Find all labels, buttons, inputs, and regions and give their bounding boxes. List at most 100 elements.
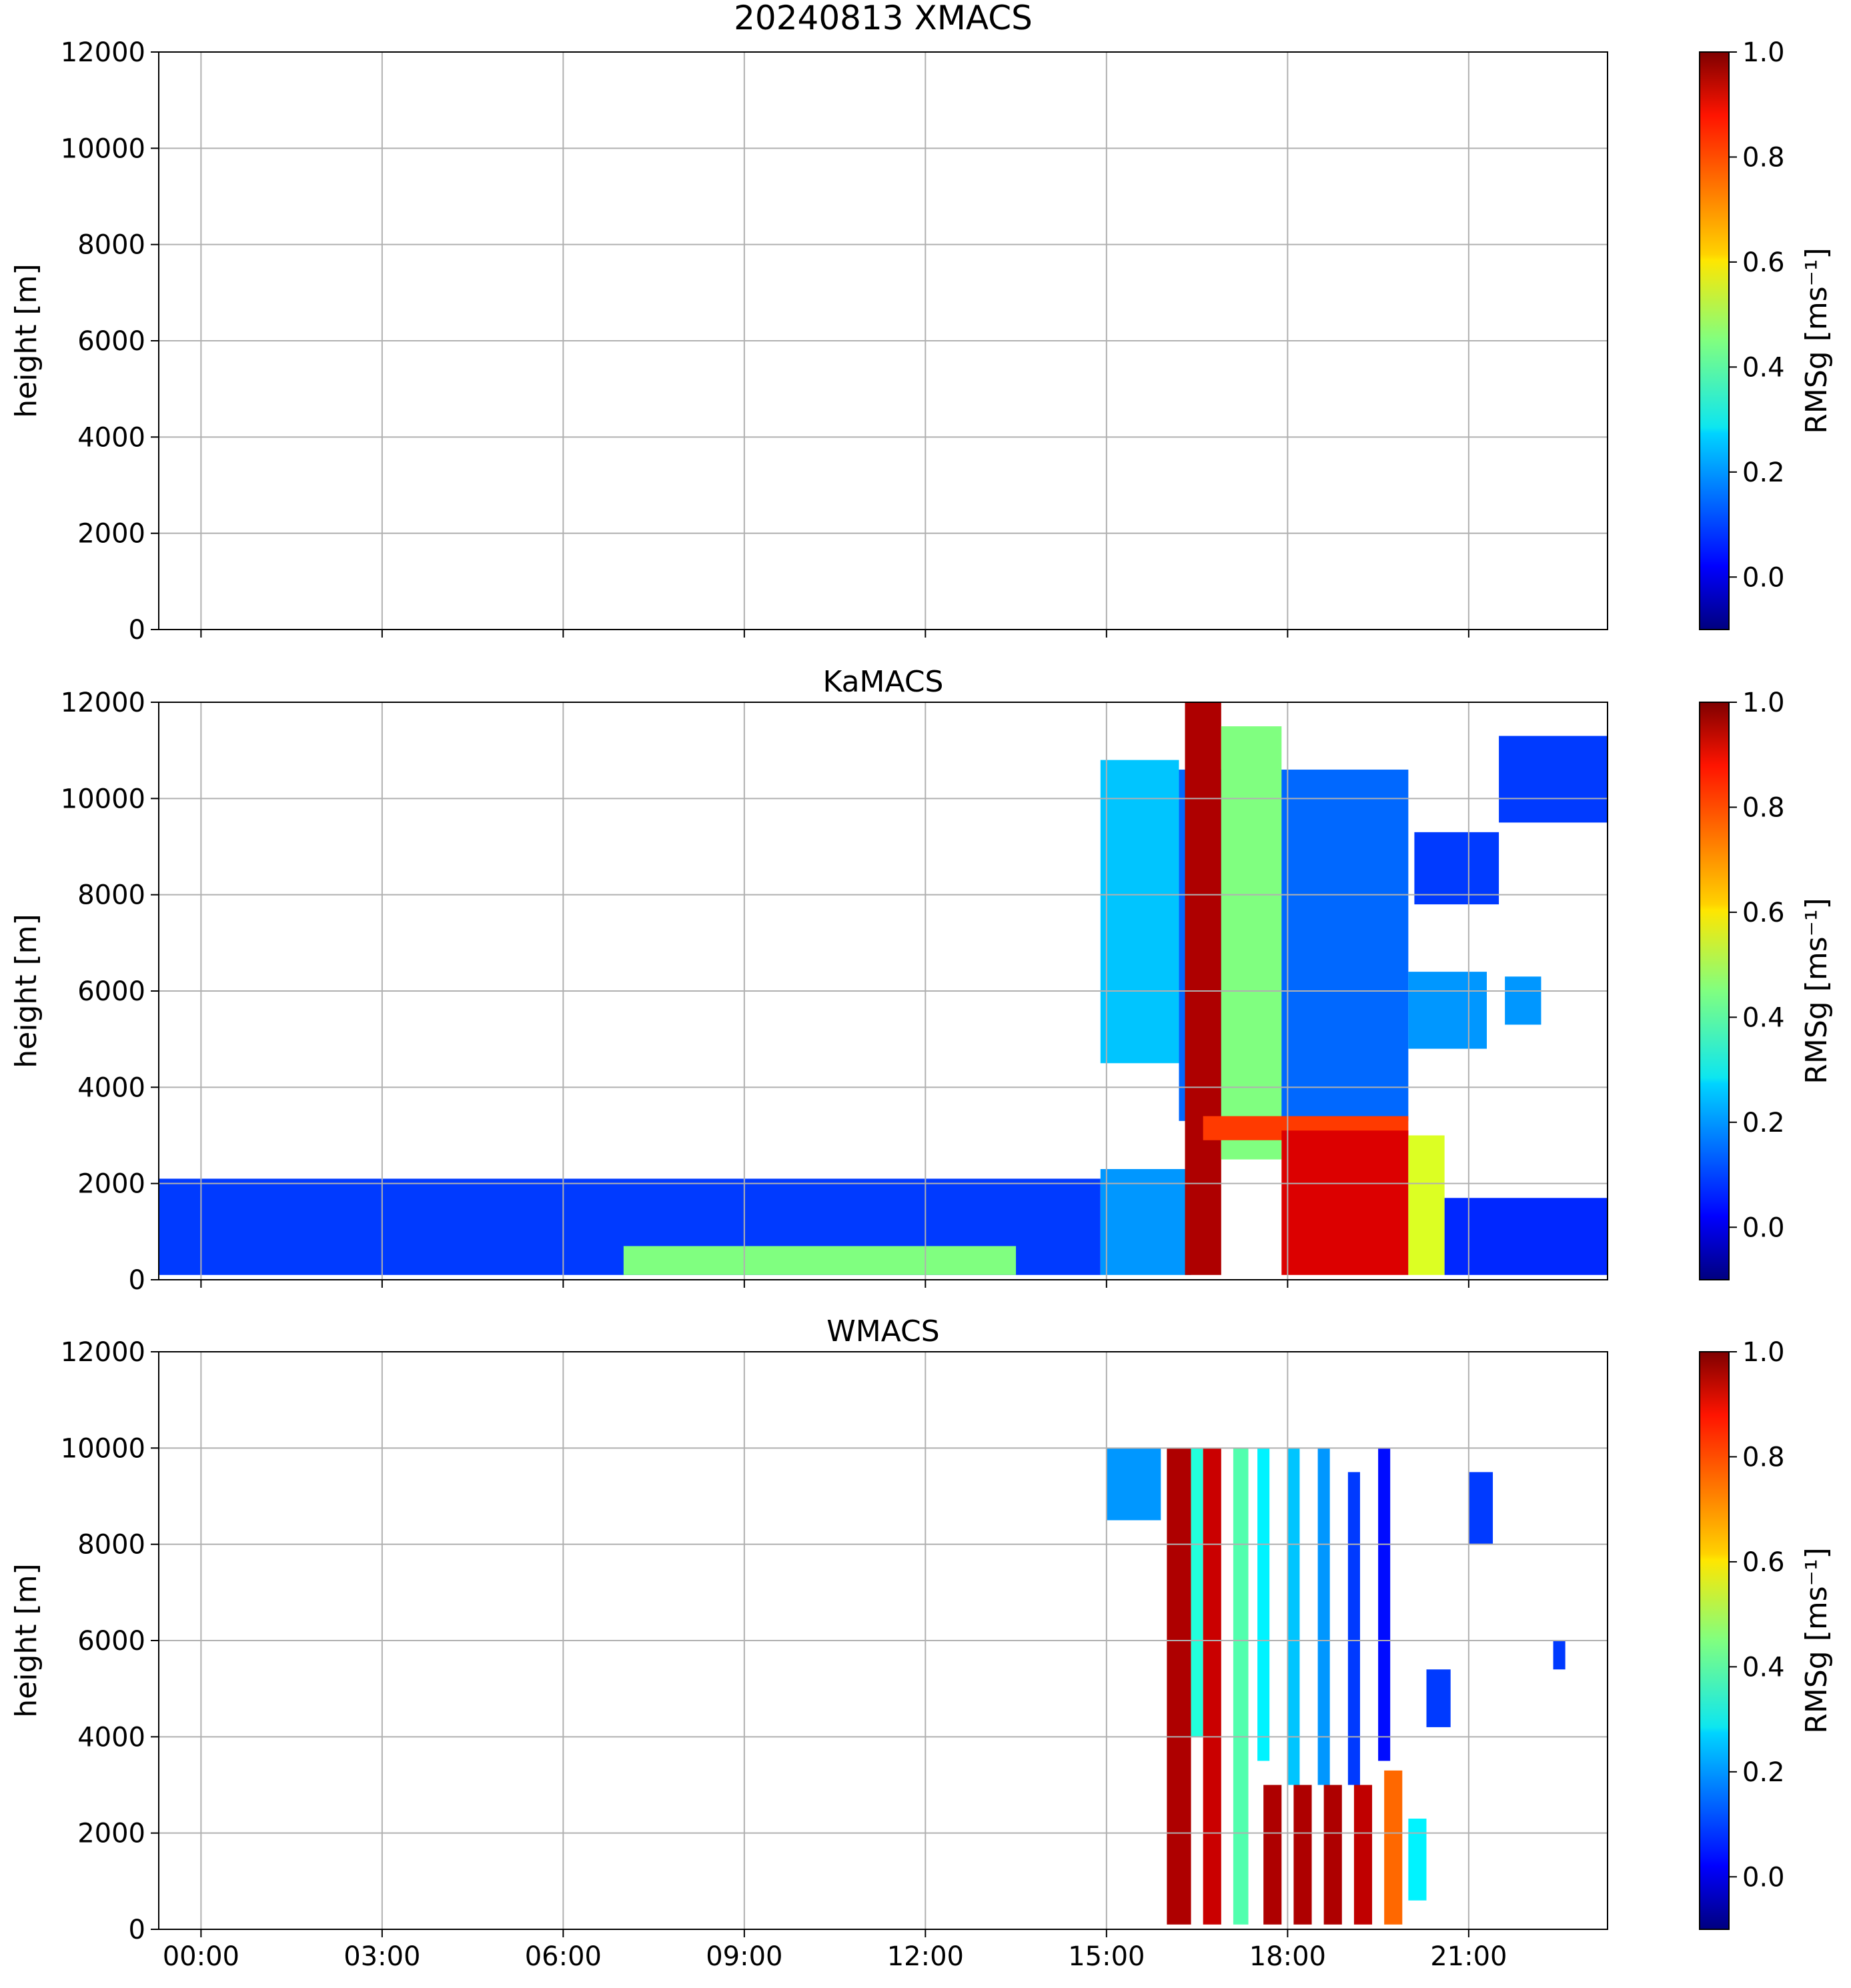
heatmap-cell (1414, 832, 1499, 905)
heatmap-cell (1167, 1448, 1191, 1925)
heatmap-cell (1191, 1448, 1203, 1737)
colorbar-tick-label: 0.6 (1742, 1547, 1785, 1578)
y-tick-label: 0 (129, 615, 145, 646)
heatmap-cell (1287, 1448, 1300, 1785)
heatmap-cell (1100, 1169, 1191, 1275)
y-tick-label: 10000 (61, 1433, 145, 1464)
colorbar: 0.0 0.2 0.4 0.6 0.8 1.0 RMSg [ms⁻¹] (1699, 688, 1834, 1280)
heatmap-cell (1100, 760, 1179, 1064)
panels: 0 2000 4000 6000 8000 10000 12000 height [m] 0.0… (9, 37, 1834, 1972)
x-tick-label: 12:00 (887, 1941, 964, 1972)
colorbar: 0.0 0.2 0.4 0.6 0.8 1.0 RMSg [ms⁻¹] (1699, 1337, 1834, 1930)
colorbar-tick-label: 0.0 (1742, 1212, 1785, 1243)
panel-2: KaMACS 0 2000 4000 6000 8000 10000 12000 height … (9, 665, 1834, 1296)
heatmap-cell (1384, 1770, 1403, 1925)
y-tick-label: 8000 (77, 1530, 145, 1561)
figure-title: 20240813 XMACS (734, 0, 1033, 37)
y-tick-label: 4000 (77, 1072, 145, 1103)
y-tick-label: 2000 (77, 1169, 145, 1200)
x-tick-label: 21:00 (1430, 1941, 1507, 1972)
colorbar-tick-label: 0.6 (1742, 247, 1785, 278)
colorbar-tick-label: 0.4 (1742, 352, 1785, 383)
colorbar-tick-label: 1.0 (1742, 37, 1785, 68)
colorbar-gradient (1699, 51, 1730, 630)
heatmap-cell (1444, 1198, 1608, 1275)
x-tick-label: 15:00 (1068, 1941, 1145, 1972)
heatmap-cell (1505, 976, 1541, 1025)
colorbar-tick-label: 0.4 (1742, 1652, 1785, 1683)
y-axis-label: height [m] (9, 1563, 43, 1717)
x-tick-label: 06:00 (525, 1941, 602, 1972)
heatmap-cell (1185, 702, 1221, 1275)
heatmap-cell (1499, 736, 1608, 823)
heatmap-cell (1281, 1130, 1409, 1275)
heatmap-cell (1468, 1472, 1493, 1545)
colorbar-tick-label: 0.8 (1742, 142, 1785, 173)
heatmap-cells (159, 702, 1608, 1275)
heatmap-cell (1106, 1448, 1161, 1521)
colorbar-tick-label: 0.2 (1742, 457, 1785, 488)
y-tick-label: 6000 (77, 976, 145, 1007)
heatmap-cell (1233, 1448, 1249, 1925)
heatmap-cell (1347, 1472, 1360, 1785)
y-tick-label: 6000 (77, 1626, 145, 1657)
heatmap-cell (1553, 1641, 1566, 1670)
y-tick-label: 2000 (77, 519, 145, 550)
heatmap-cell (1221, 726, 1282, 1160)
colorbar-tick-label: 1.0 (1742, 1337, 1785, 1368)
y-tick-label: 0 (129, 1915, 145, 1945)
heatmap-cell (1317, 1448, 1330, 1785)
heatmap-cells (1106, 1448, 1566, 1925)
heatmap-cell (1353, 1785, 1373, 1925)
heatmap-cell (1408, 1135, 1445, 1275)
y-tick-label: 2000 (77, 1819, 145, 1849)
x-tick-label: 03:00 (344, 1941, 420, 1972)
heatmap-cell (623, 1246, 1017, 1275)
colorbar-label: RMSg [ms⁻¹] (1800, 898, 1834, 1084)
colorbar: 0.0 0.2 0.4 0.6 0.8 1.0 RMSg [ms⁻¹] (1699, 37, 1834, 630)
y-tick-label: 10000 (61, 784, 145, 814)
colorbar-tick-label: 0.4 (1742, 1002, 1785, 1033)
colorbar-label: RMSg [ms⁻¹] (1800, 247, 1834, 433)
x-tick-label: 09:00 (706, 1941, 782, 1972)
panel-1: 0 2000 4000 6000 8000 10000 12000 height [m] 0.0… (9, 37, 1834, 646)
y-tick-label: 12000 (61, 688, 145, 718)
y-tick-label: 8000 (77, 230, 145, 261)
heatmap-cell (1378, 1448, 1391, 1761)
colorbar-tick-label: 0.0 (1742, 562, 1785, 593)
x-tick-label: 00:00 (163, 1941, 239, 1972)
y-tick-label: 12000 (61, 1337, 145, 1368)
heatmap-cell (1408, 972, 1487, 1049)
colorbar-tick-label: 0.2 (1742, 1757, 1785, 1788)
colorbar-tick-label: 0.8 (1742, 1442, 1785, 1472)
y-tick-label: 8000 (77, 880, 145, 911)
heatmap-cell (1293, 1785, 1312, 1925)
colorbar-tick-label: 0.0 (1742, 1862, 1785, 1893)
panel-3: WMACS 0 2000 4000 6000 8000 10000 12000 00:00 03:… (9, 1314, 1834, 1972)
y-axis-label: height [m] (9, 263, 43, 417)
y-axis-label: height [m] (9, 914, 43, 1068)
y-tick-label: 6000 (77, 326, 145, 357)
x-tick-label: 18:00 (1249, 1941, 1326, 1972)
heatmap-cell (1323, 1785, 1342, 1925)
colorbar-label: RMSg [ms⁻¹] (1800, 1547, 1834, 1733)
grid (159, 51, 1608, 630)
heatmap-cell (1408, 1819, 1427, 1901)
heatmap-cell (1203, 1448, 1221, 1925)
colorbar-tick-label: 1.0 (1742, 688, 1785, 718)
panel-title: KaMACS (823, 665, 944, 699)
colorbar-tick-label: 0.2 (1742, 1108, 1785, 1138)
heatmap-cell (1426, 1669, 1451, 1727)
y-tick-label: 0 (129, 1265, 145, 1296)
y-tick-label: 4000 (77, 422, 145, 453)
colorbar-gradient (1699, 702, 1730, 1280)
y-tick-label: 10000 (61, 133, 145, 164)
y-tick-label: 12000 (61, 37, 145, 68)
colorbar-tick-label: 0.8 (1742, 792, 1785, 823)
colorbar-tick-label: 0.6 (1742, 898, 1785, 928)
y-tick-label: 4000 (77, 1722, 145, 1753)
colorbar-gradient (1699, 1351, 1730, 1930)
heatmap-cell (1263, 1785, 1282, 1925)
heatmap-cell (1257, 1448, 1270, 1761)
